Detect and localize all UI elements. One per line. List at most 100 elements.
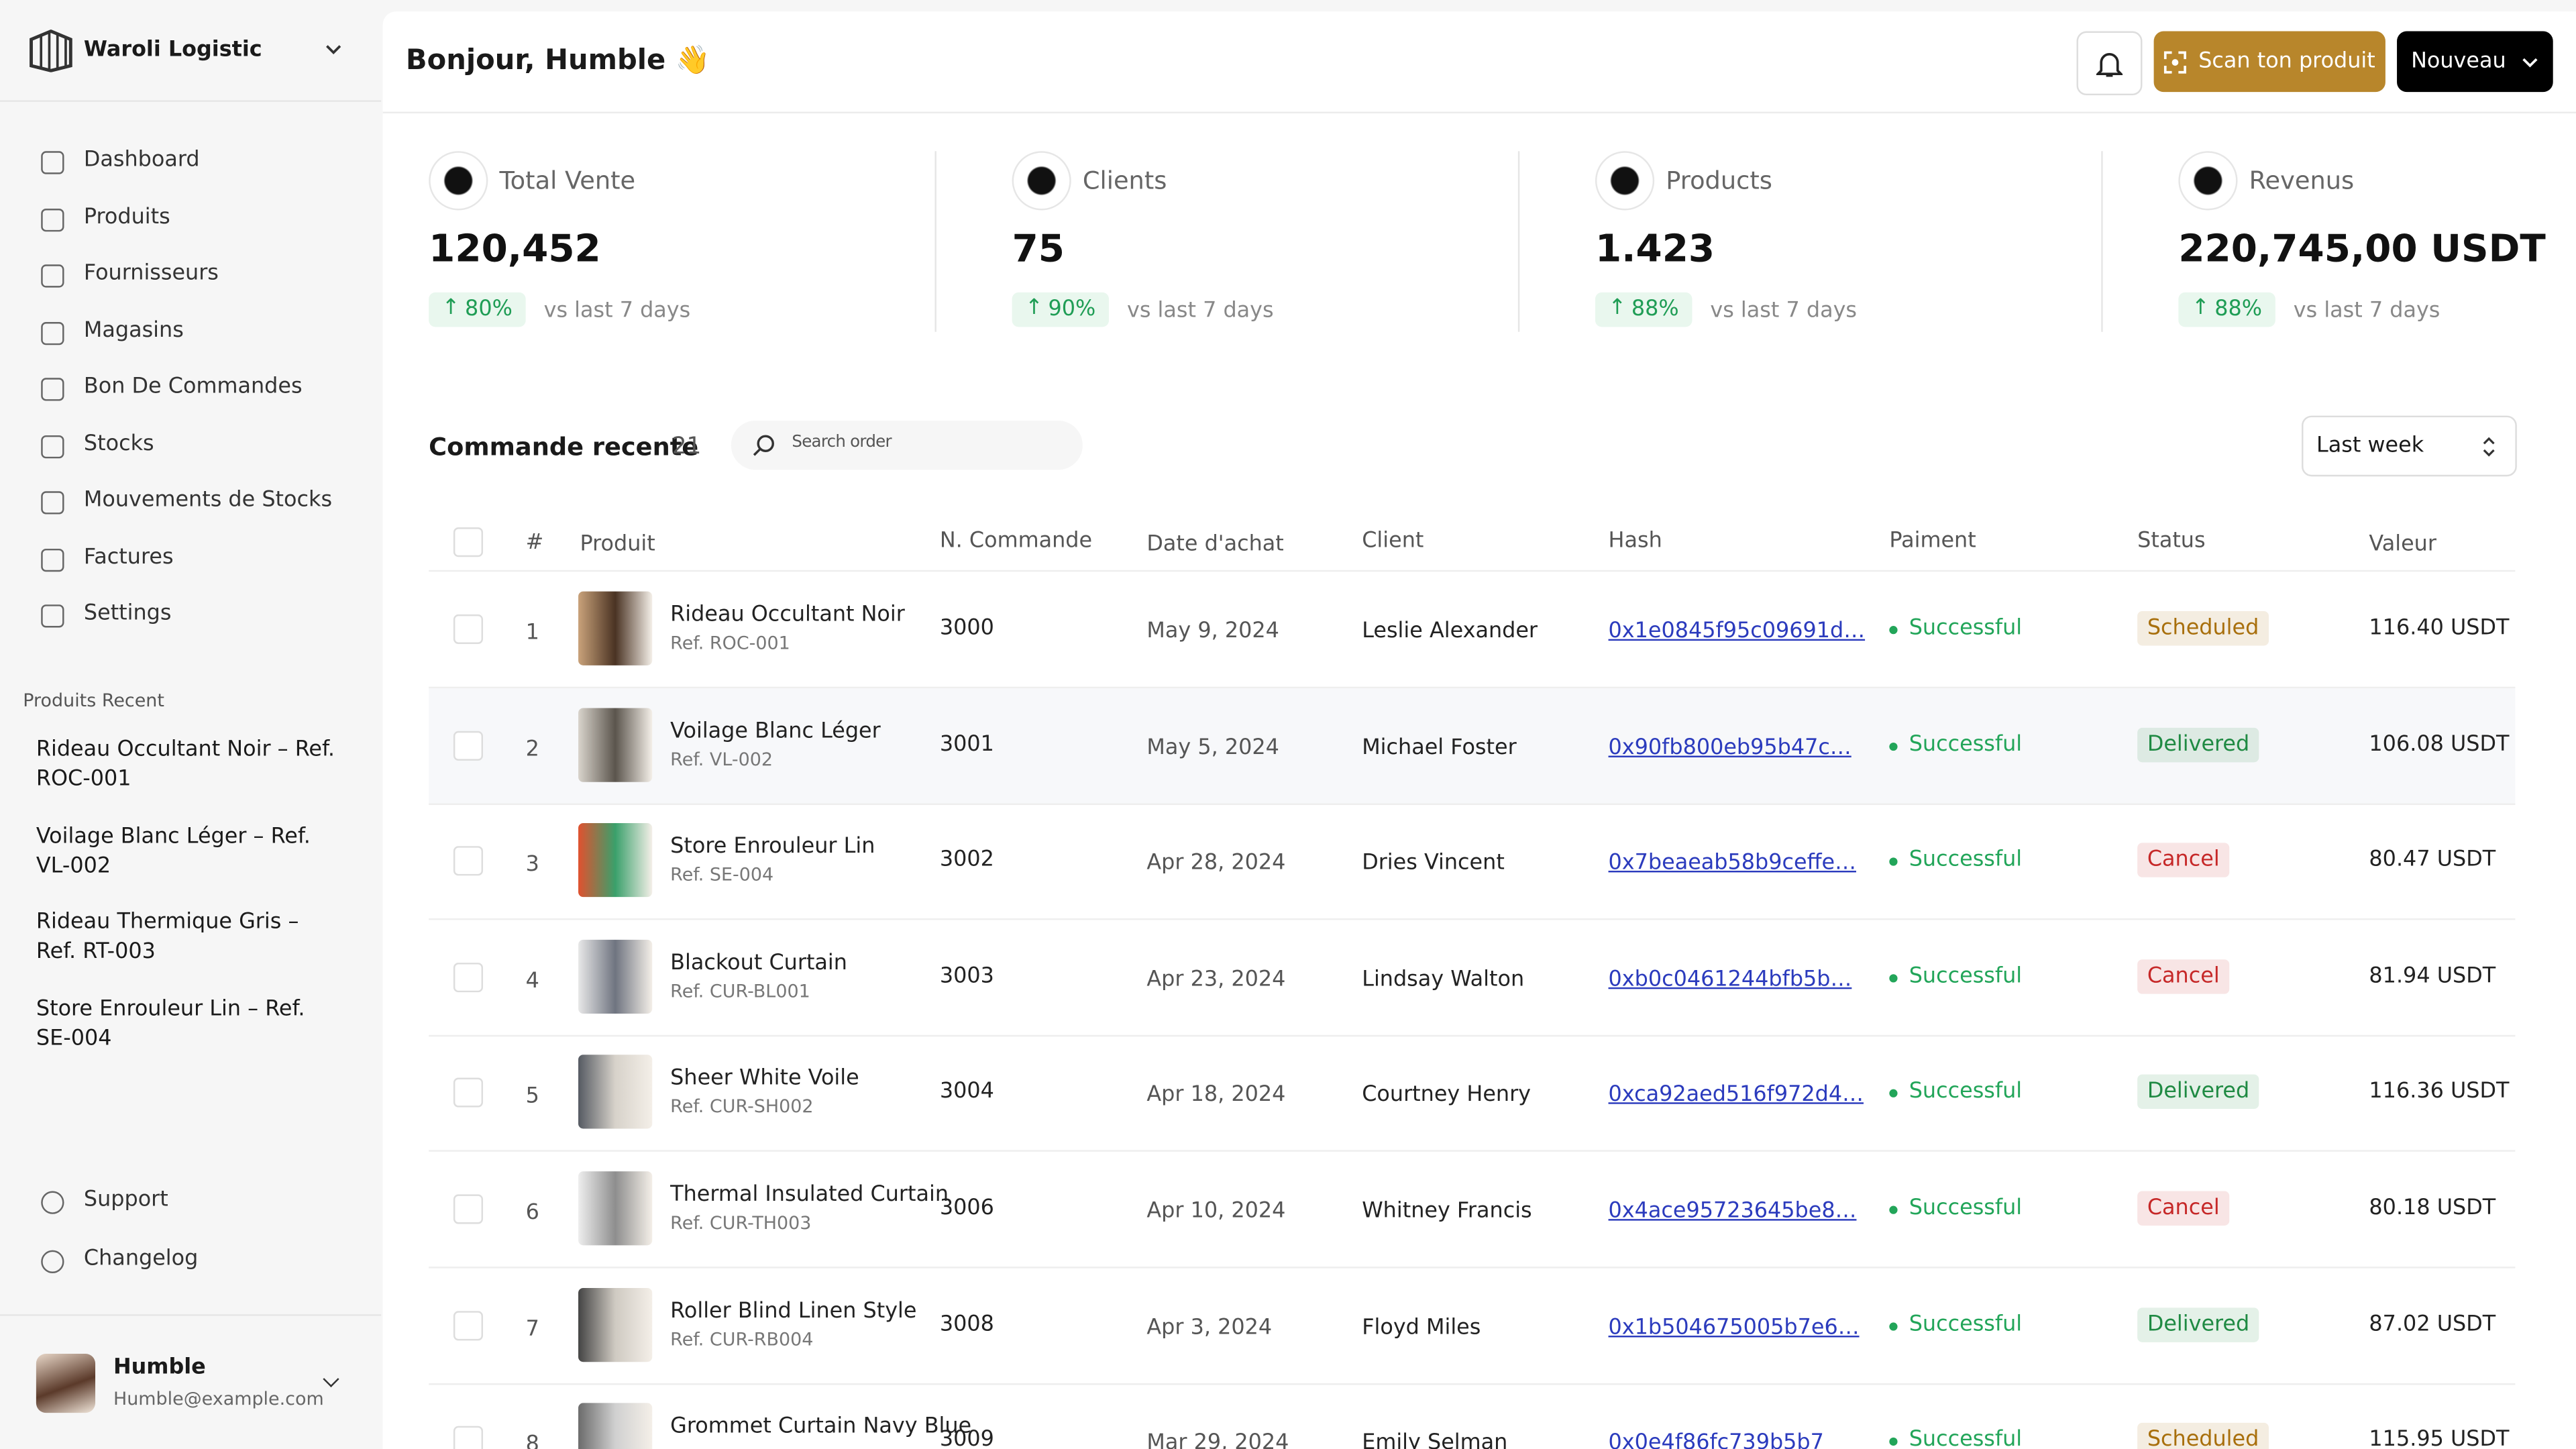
row-checkbox[interactable] xyxy=(453,614,484,645)
product-name[interactable]: Store Enrouleur Lin xyxy=(670,835,875,860)
payment-status: Successful xyxy=(1909,1311,2023,1337)
hash-link[interactable]: 0xca92aed516f972d4… xyxy=(1608,1083,1864,1108)
hash-link[interactable]: 0x4ace95723645be8… xyxy=(1608,1199,1857,1224)
search-box[interactable]: Search order xyxy=(731,420,1083,470)
product-thumb xyxy=(578,707,653,782)
payment-status: Successful xyxy=(1909,616,2023,641)
order-status: Scheduled xyxy=(2137,611,2269,646)
stat-period: vs last 7 days xyxy=(1710,299,1858,324)
hash-link[interactable]: 0x0e4f86fc739b5b7 xyxy=(1608,1431,1824,1449)
payment-dot xyxy=(1889,1089,1898,1098)
column-header[interactable]: Client xyxy=(1362,529,1424,554)
nav-icon xyxy=(41,491,64,515)
row-checkbox[interactable] xyxy=(453,846,484,876)
row-index: 8 xyxy=(525,1432,539,1449)
brand-chevron[interactable] xyxy=(323,43,343,56)
column-header[interactable]: Produit xyxy=(580,532,655,557)
column-header[interactable]: N. Commande xyxy=(939,529,1093,554)
column-header[interactable]: # xyxy=(525,531,544,555)
stat-icon xyxy=(2178,151,2238,211)
row-checkbox[interactable] xyxy=(453,1194,484,1224)
nav-icon xyxy=(41,151,64,174)
stat-icon xyxy=(1012,151,1071,211)
logo xyxy=(30,30,72,72)
recent-item[interactable]: Store Enrouleur Lin – Ref. SE-004 xyxy=(36,997,305,1052)
table-row[interactable] xyxy=(429,1036,2516,1152)
footer-link[interactable]: Changelog xyxy=(83,1246,199,1272)
stat-period: vs last 7 days xyxy=(543,299,691,324)
table-row[interactable] xyxy=(429,688,2516,805)
column-header[interactable]: Valeur xyxy=(2369,532,2436,557)
row-index: 2 xyxy=(525,737,539,762)
recent-title[interactable]: Produits Recent xyxy=(23,690,164,712)
user-menu[interactable] xyxy=(323,1371,339,1388)
order-status: Delivered xyxy=(2137,1307,2259,1342)
product-name[interactable]: Thermal Insulated Curtain xyxy=(670,1183,949,1208)
table-row[interactable] xyxy=(429,572,2516,689)
header-line xyxy=(429,570,2516,572)
column-header[interactable]: Paiment xyxy=(1889,529,1976,554)
table-row[interactable] xyxy=(429,920,2516,1036)
header-checkbox[interactable] xyxy=(453,527,484,557)
hash-link[interactable]: 0x1b504675005b7e6… xyxy=(1608,1315,1860,1340)
stat-divider xyxy=(1517,151,1520,332)
order-value: 87.02 USDT xyxy=(2369,1311,2496,1337)
row-index: 1 xyxy=(525,621,539,646)
nav-item[interactable]: Factures xyxy=(83,544,174,570)
row-checkbox[interactable] xyxy=(453,1078,484,1108)
nav-item[interactable]: Dashboard xyxy=(83,148,200,173)
new-button[interactable]: Nouveau xyxy=(2397,31,2553,93)
product-name[interactable]: Blackout Curtain xyxy=(670,951,847,976)
nav-item[interactable]: Magasins xyxy=(83,317,184,343)
footer-link[interactable]: Support xyxy=(83,1187,168,1213)
column-header[interactable]: Date d'achat xyxy=(1146,532,1284,557)
order-number: 3004 xyxy=(939,1079,994,1105)
sidebar: Waroli Logistic Dashboard Produits Fournis… xyxy=(0,0,382,1449)
notification-button[interactable] xyxy=(2076,31,2143,96)
nav-item[interactable]: Mouvements de Stocks xyxy=(83,488,333,513)
row-index: 3 xyxy=(525,853,539,878)
client: Emily Selman xyxy=(1362,1431,1508,1449)
payment-dot xyxy=(1889,741,1898,751)
nav-icon xyxy=(41,604,64,628)
hash-link[interactable]: 0xb0c0461244bfb5b… xyxy=(1608,967,1852,992)
nav-item[interactable]: Produits xyxy=(83,204,170,229)
row-index: 4 xyxy=(525,969,539,994)
column-header[interactable]: Hash xyxy=(1608,529,1662,554)
row-checkbox[interactable] xyxy=(453,730,484,760)
hash-link[interactable]: 0x90fb800eb95b47c… xyxy=(1608,735,1851,760)
hash-link[interactable]: 0x1e0845f95c09691d… xyxy=(1608,619,1866,645)
column-header[interactable]: Status xyxy=(2137,529,2206,554)
product-name[interactable]: Voilage Blanc Léger xyxy=(670,718,881,744)
payment-status: Successful xyxy=(1909,1195,2023,1221)
product-name[interactable]: Roller Blind Linen Style xyxy=(670,1299,917,1324)
period-select[interactable]: Last week xyxy=(2302,415,2517,477)
product-name[interactable]: Grommet Curtain Navy Blue xyxy=(670,1415,972,1440)
stat-value: 120,452 xyxy=(429,228,601,272)
nav-item[interactable]: Fournisseurs xyxy=(83,261,219,286)
row-checkbox[interactable] xyxy=(453,962,484,992)
footer-icon xyxy=(41,1250,64,1273)
brand: Waroli Logistic xyxy=(83,38,262,63)
table-row[interactable] xyxy=(429,1152,2516,1269)
payment-dot xyxy=(1889,1205,1898,1214)
recent-item[interactable]: Rideau Thermique Gris – Ref. RT-003 xyxy=(36,910,299,965)
nav-item[interactable]: Settings xyxy=(83,601,172,627)
row-checkbox[interactable] xyxy=(453,1426,484,1449)
row-checkbox[interactable] xyxy=(453,1310,484,1340)
row-index: 5 xyxy=(525,1085,539,1110)
hash-link[interactable]: 0x7beaeab58b9ceffe… xyxy=(1608,851,1856,876)
nav-item[interactable]: Stocks xyxy=(83,431,154,456)
nav-item[interactable]: Bon De Commandes xyxy=(83,374,303,400)
payment-status: Successful xyxy=(1909,732,2023,757)
table-row[interactable] xyxy=(429,1268,2516,1385)
product-name[interactable]: Rideau Occultant Noir xyxy=(670,602,905,628)
divider xyxy=(0,100,382,102)
recent-item[interactable]: Rideau Occultant Noir – Ref. ROC-001 xyxy=(36,737,335,792)
scan-button[interactable]: Scan ton produit xyxy=(2153,31,2385,93)
recent-item[interactable]: Voilage Blanc Léger – Ref. VL-002 xyxy=(36,824,311,879)
table-row[interactable] xyxy=(429,804,2516,920)
stat-value: 75 xyxy=(1012,228,1065,272)
product-name[interactable]: Sheer White Voile xyxy=(670,1067,859,1092)
order-date: May 9, 2024 xyxy=(1146,619,1279,645)
